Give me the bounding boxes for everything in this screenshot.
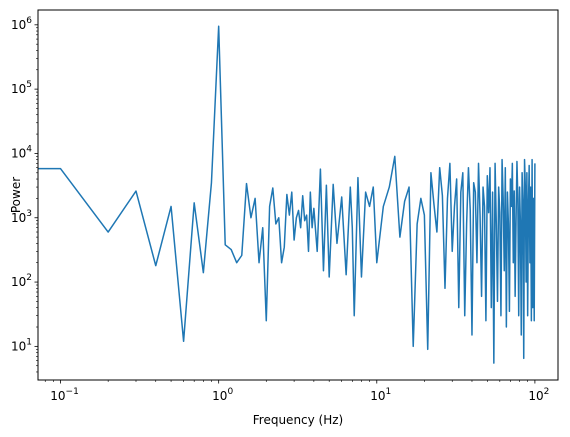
- plot-frame: [37, 9, 559, 381]
- series-line-0: [38, 25, 536, 364]
- y-tick-label: 106: [11, 16, 32, 32]
- tick-layer: 10−1 100 101 102 101 102 103 104 105 106: [11, 16, 549, 403]
- y-axis-label: Power: [9, 177, 23, 213]
- y-tick-label: 105: [11, 80, 32, 96]
- y-tick-label: 102: [11, 273, 32, 289]
- y-tick-label: 103: [11, 209, 32, 225]
- y-tick-label: 101: [11, 337, 32, 353]
- series-layer: [38, 25, 536, 364]
- x-tick-label: 100: [212, 387, 233, 403]
- y-tick-label: 104: [11, 144, 32, 160]
- x-axis-label: Frequency (Hz): [253, 413, 344, 427]
- x-tick-label: 101: [370, 387, 391, 403]
- x-tick-label: 10−1: [50, 387, 79, 403]
- x-tick-label: 102: [528, 387, 549, 403]
